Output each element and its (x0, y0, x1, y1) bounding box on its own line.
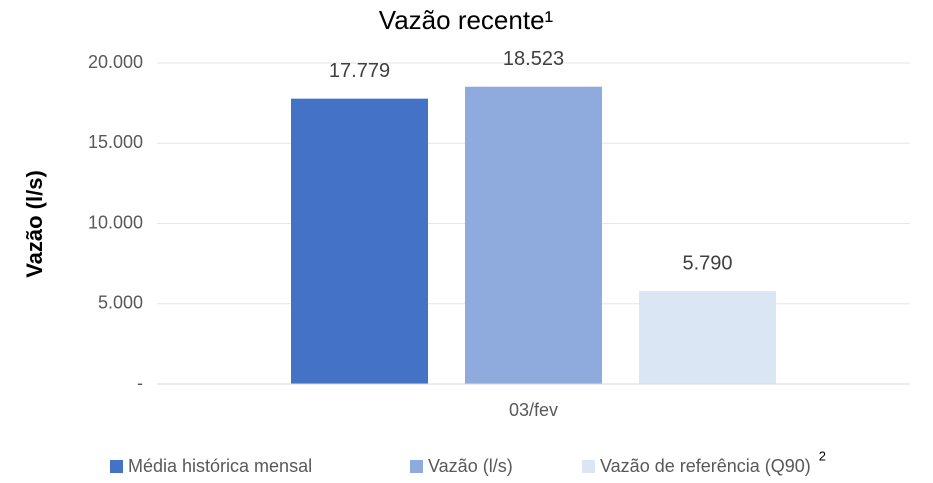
value-label: 5.790 (682, 252, 732, 274)
value-label: 17.779 (329, 60, 390, 82)
y-tick-label: 15.000 (88, 132, 143, 152)
legend-swatch (410, 460, 423, 473)
y-tick-label: 20.000 (88, 52, 143, 72)
y-tick-label: 10.000 (88, 212, 143, 232)
x-tick-label: 03/fev (509, 400, 558, 420)
chart-title: Vazão recente¹ (379, 5, 554, 35)
value-label: 18.523 (503, 48, 564, 70)
legend-label: Média histórica mensal (128, 456, 312, 476)
legend-label: Vazão de referência (Q90) (600, 456, 811, 476)
bar (639, 291, 776, 384)
bar (465, 86, 602, 385)
legend-swatch (582, 460, 595, 473)
legend-footnote: 2 (819, 448, 826, 463)
legend-swatch (110, 460, 123, 473)
y-tick-label: - (137, 373, 143, 393)
bar (291, 98, 428, 385)
y-axis-label: Vazão (l/s) (22, 170, 47, 278)
y-tick-label: 5.000 (98, 293, 143, 313)
legend-label: Vazão (l/s) (428, 456, 513, 476)
